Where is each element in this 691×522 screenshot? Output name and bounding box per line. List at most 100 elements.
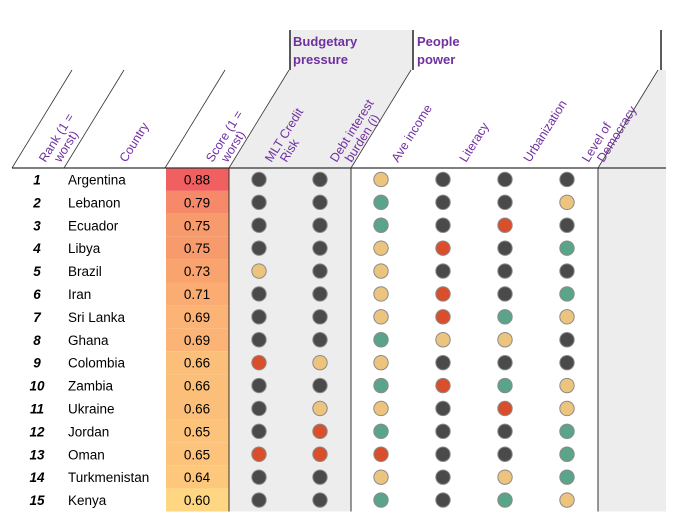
- rank-cell: 8: [33, 333, 41, 348]
- shade-band-trailing: [598, 70, 666, 512]
- country-cell: Colombia: [68, 356, 126, 371]
- country-cell: Oman: [68, 447, 105, 462]
- score-cell: [166, 374, 229, 397]
- rank-cell: 14: [29, 470, 45, 485]
- column-header-urban: Urbanization: [521, 98, 570, 165]
- indicator-dot-debt: [312, 332, 328, 348]
- rank-cell: 10: [29, 379, 45, 394]
- score-cell: [166, 397, 229, 420]
- indicator-dot-literacy: [435, 400, 451, 417]
- indicator-dot-urban: [497, 332, 513, 348]
- indicator-dot-debt: [312, 492, 328, 508]
- table-row: 13 Oman 0.65: [29, 446, 575, 462]
- indicator-dot-urban: [497, 377, 513, 394]
- score-value: 0.66: [184, 356, 210, 371]
- indicator-dot-income: [373, 400, 389, 417]
- table-row: 14 Turkmenistan 0.64: [29, 469, 575, 485]
- indicator-dot-democracy: [559, 194, 575, 211]
- score-value: 0.71: [184, 287, 210, 302]
- country-cell: Libya: [68, 241, 101, 256]
- indicator-dot-democracy: [559, 240, 575, 256]
- country-cell: Ukraine: [68, 401, 115, 416]
- score-value: 0.75: [184, 218, 210, 233]
- table-body: 1 Argentina 0.88 2 Lebanon 0.79 3 Ecuador 0.75 4 L…: [29, 171, 575, 508]
- indicator-dot-debt: [312, 423, 328, 440]
- indicator-dot-mlt: [251, 377, 267, 394]
- indicator-dot-debt: [312, 469, 328, 485]
- indicator-dot-urban: [497, 194, 513, 211]
- indicator-dot-democracy: [559, 423, 575, 440]
- table-row: 8 Ghana 0.69: [33, 332, 575, 348]
- indicator-dot-literacy: [435, 263, 451, 279]
- score-value: 0.64: [184, 470, 211, 485]
- rank-cell: 6: [33, 287, 41, 302]
- score-value: 0.79: [184, 195, 210, 210]
- indicator-dot-mlt: [251, 309, 267, 325]
- header-separator: [350, 69, 412, 169]
- table-row: 6 Iran 0.71: [33, 286, 575, 302]
- indicator-dot-debt: [312, 286, 328, 302]
- indicator-dot-democracy: [559, 400, 575, 417]
- score-cell: [166, 328, 229, 352]
- score-value: 0.66: [184, 401, 210, 416]
- indicator-dot-income: [373, 469, 389, 485]
- table-gridlines: [11, 30, 666, 512]
- country-cell: Brazil: [68, 264, 102, 279]
- indicator-dot-debt: [312, 446, 328, 462]
- indicator-dot-debt: [312, 400, 328, 417]
- score-cell: [166, 190, 229, 214]
- score-cell: [166, 351, 229, 375]
- table-row: 4 Libya 0.75: [32, 240, 575, 256]
- table-row: 12 Jordan 0.65: [29, 423, 575, 440]
- indicator-dot-mlt: [251, 354, 267, 371]
- indicator-dot-democracy: [559, 263, 575, 279]
- header-separator: [164, 69, 226, 169]
- indicator-dot-urban: [497, 171, 513, 188]
- table-row: 11 Ukraine 0.66: [30, 400, 575, 417]
- indicator-dot-urban: [497, 309, 513, 325]
- score-heat-cells: [166, 168, 229, 512]
- indicator-dot-democracy: [559, 309, 575, 325]
- group-title: power: [417, 52, 455, 67]
- indicator-dot-income: [373, 263, 389, 279]
- indicator-dot-urban: [497, 446, 513, 462]
- indicator-dot-urban: [497, 354, 513, 371]
- rank-cell: 2: [32, 195, 41, 210]
- country-cell: Turkmenistan: [68, 470, 149, 485]
- indicator-dot-debt: [312, 309, 328, 325]
- indicator-dot-literacy: [435, 286, 451, 302]
- rank-cell: 13: [29, 447, 45, 462]
- rank-cell: 3: [33, 218, 41, 233]
- indicator-dot-income: [373, 354, 389, 371]
- indicator-dot-urban: [497, 286, 513, 302]
- score-value: 0.88: [184, 172, 210, 187]
- country-cell: Zambia: [68, 379, 114, 394]
- rank-cell: 4: [32, 241, 41, 256]
- indicator-dot-mlt: [251, 423, 267, 440]
- score-value: 0.69: [184, 333, 210, 348]
- indicator-dot-debt: [312, 171, 328, 188]
- indicator-dot-democracy: [559, 286, 575, 302]
- indicator-dot-literacy: [435, 309, 451, 325]
- indicator-dot-income: [373, 194, 389, 211]
- indicator-dot-literacy: [435, 377, 451, 394]
- country-cell: Lebanon: [68, 195, 121, 210]
- indicator-dot-debt: [312, 194, 328, 211]
- group-box-budgetary: [289, 30, 413, 70]
- indicator-dot-mlt: [251, 469, 267, 485]
- score-cell: [166, 168, 229, 191]
- indicator-dot-urban: [497, 263, 513, 279]
- indicator-dot-democracy: [559, 217, 575, 233]
- indicator-dot-democracy: [559, 171, 575, 188]
- indicator-dot-mlt: [251, 194, 267, 211]
- rank-cell: 11: [30, 401, 44, 416]
- score-cell: [166, 236, 229, 260]
- score-cell: [166, 488, 229, 512]
- indicator-dot-income: [373, 217, 389, 233]
- indicator-dot-mlt: [251, 171, 267, 188]
- table-row: 3 Ecuador 0.75: [33, 217, 575, 233]
- indicator-dot-debt: [312, 240, 328, 256]
- indicator-dot-urban: [497, 469, 513, 485]
- indicator-dot-democracy: [559, 446, 575, 462]
- indicator-dot-income: [373, 492, 389, 508]
